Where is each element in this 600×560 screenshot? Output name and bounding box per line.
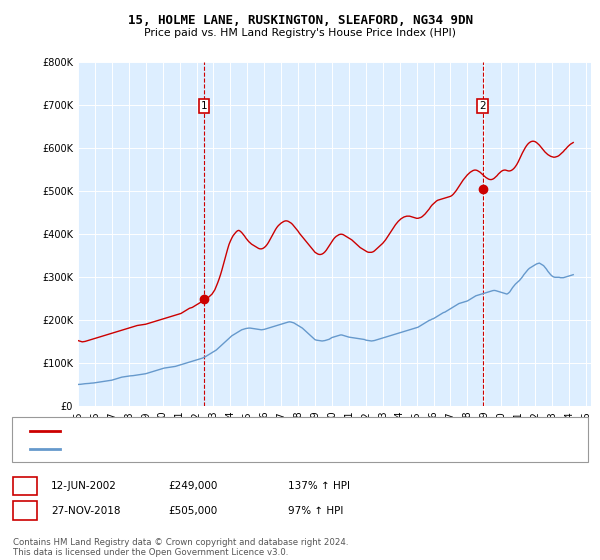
Text: 15, HOLME LANE, RUSKINGTON, SLEAFORD, NG34 9DN: 15, HOLME LANE, RUSKINGTON, SLEAFORD, NG… xyxy=(128,14,473,27)
Text: £505,000: £505,000 xyxy=(168,506,217,516)
Text: HPI: Average price, detached house, North Kesteven: HPI: Average price, detached house, Nort… xyxy=(69,444,330,454)
Text: 2: 2 xyxy=(22,506,29,516)
Text: 97% ↑ HPI: 97% ↑ HPI xyxy=(288,506,343,516)
Text: 15, HOLME LANE, RUSKINGTON, SLEAFORD, NG34 9DN (detached house): 15, HOLME LANE, RUSKINGTON, SLEAFORD, NG… xyxy=(69,426,434,436)
Text: 137% ↑ HPI: 137% ↑ HPI xyxy=(288,481,350,491)
Text: Contains HM Land Registry data © Crown copyright and database right 2024.
This d: Contains HM Land Registry data © Crown c… xyxy=(13,538,349,557)
Text: 2: 2 xyxy=(479,101,486,111)
Text: 27-NOV-2018: 27-NOV-2018 xyxy=(51,506,121,516)
Text: 1: 1 xyxy=(200,101,207,111)
Text: Price paid vs. HM Land Registry's House Price Index (HPI): Price paid vs. HM Land Registry's House … xyxy=(144,28,456,38)
Text: 12-JUN-2002: 12-JUN-2002 xyxy=(51,481,117,491)
Text: £249,000: £249,000 xyxy=(168,481,217,491)
Text: 1: 1 xyxy=(22,481,29,491)
